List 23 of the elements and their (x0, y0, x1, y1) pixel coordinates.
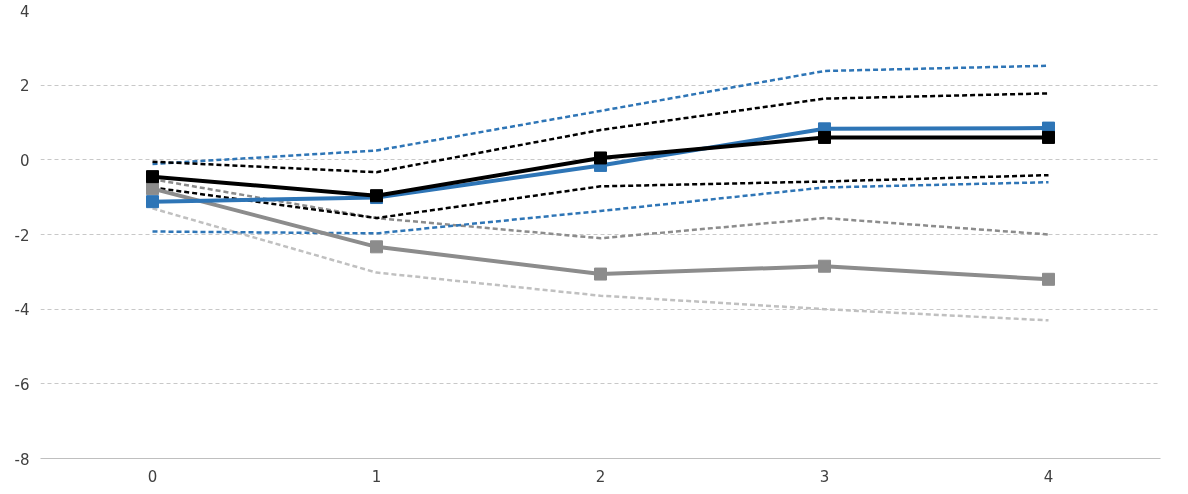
y-tick-label: -8 (14, 450, 30, 469)
x-tick-label: 0 (147, 467, 158, 486)
y-tick-label: -6 (14, 375, 30, 394)
point (146, 170, 159, 184)
point (1042, 272, 1055, 286)
line-series (151, 92, 1050, 174)
point (594, 151, 607, 165)
point (818, 259, 831, 273)
y-tick-label: 0 (19, 151, 30, 170)
y-tick-label: 4 (19, 2, 30, 21)
y-tick-label: 2 (19, 77, 30, 96)
x-tick-label: 4 (1043, 467, 1054, 486)
x-tick-label: 2 (595, 467, 606, 486)
point (1042, 130, 1055, 144)
y-tick-label: -2 (14, 226, 30, 245)
y-tick-label: -4 (14, 301, 30, 320)
point (146, 195, 159, 209)
point (818, 130, 831, 144)
point (594, 267, 607, 281)
point (370, 240, 383, 254)
x-tick-label: 3 (819, 467, 830, 486)
x-tick-label: 1 (371, 467, 382, 486)
point (146, 182, 159, 196)
